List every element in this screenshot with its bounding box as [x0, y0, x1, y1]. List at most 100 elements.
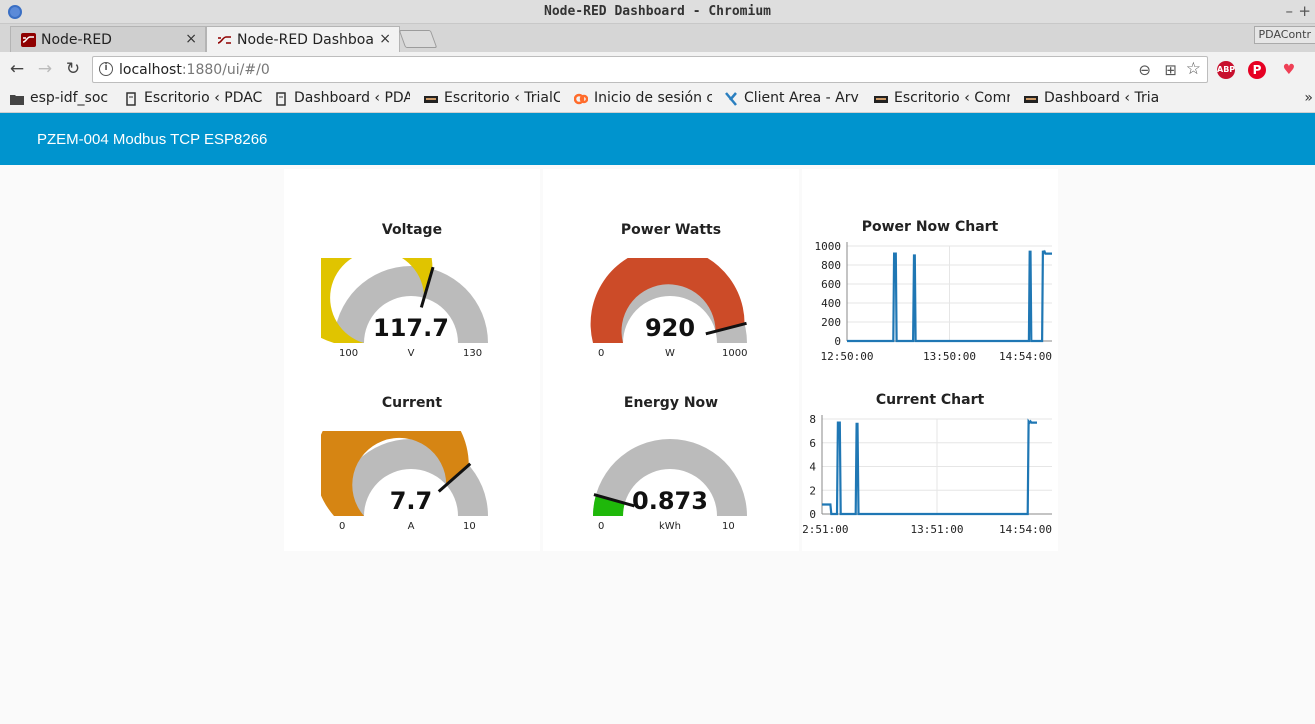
- y-tick-label: 0: [834, 335, 841, 348]
- tab-close-icon[interactable]: ×: [185, 31, 197, 47]
- site-logo-icon: [424, 96, 438, 103]
- gauge-unit: V: [407, 348, 415, 359]
- bookmark-item[interactable]: Inicio de sesión c: [572, 90, 712, 106]
- tab-node-red[interactable]: Node-RED ×: [10, 26, 206, 52]
- bookmarks-overflow-icon[interactable]: »: [1304, 90, 1313, 106]
- reload-button[interactable]: ↻: [65, 59, 81, 79]
- bookmark-item[interactable]: Client Area - Arvi: [722, 90, 860, 106]
- x-tick-label: 14:54:00: [999, 523, 1052, 536]
- x-tick-label: 13:50:00: [923, 350, 976, 363]
- gauge-needle: [419, 266, 435, 308]
- tab-close-icon[interactable]: ×: [379, 31, 391, 47]
- gauge-min-label: 0: [598, 521, 605, 532]
- chart-title: Current Chart: [875, 392, 985, 408]
- gauge-max-label: 130: [463, 348, 483, 359]
- bookmark-item[interactable]: Dashboard ‹ PDA: [272, 90, 410, 106]
- gauge-needle: [705, 321, 747, 336]
- bookmark-item[interactable]: Escritorio ‹ PDAC: [122, 90, 262, 106]
- gauge-title: Energy Now: [623, 395, 719, 411]
- gauge-value: 7.7: [389, 487, 433, 515]
- new-tab-button[interactable]: [398, 30, 438, 48]
- chart-title: Power Now Chart: [861, 219, 999, 235]
- site-logo-icon: [1024, 96, 1038, 103]
- gauge-max-label: 10: [463, 521, 476, 532]
- url-text[interactable]: localhost:1880/ui/#/0: [119, 62, 270, 78]
- zoom-icon[interactable]: ⊖: [1138, 61, 1151, 79]
- gauge-value: 117.7: [373, 314, 449, 342]
- tab-label: Node-RED Dashboa: [237, 32, 374, 48]
- arvixe-icon: [725, 92, 737, 106]
- bookmark-star-icon[interactable]: ☆: [1185, 59, 1201, 79]
- gauge-title: Current: [381, 395, 443, 411]
- pocket-icon[interactable]: ♥: [1280, 61, 1298, 79]
- dashboard-header: PZEM-004 Modbus TCP ESP8266: [0, 113, 1315, 165]
- gauge-min-label: 100: [339, 348, 359, 359]
- gauge-fill: [593, 495, 625, 516]
- gauge-fill: [321, 431, 469, 516]
- gauge-title: Voltage: [381, 222, 443, 238]
- x-tick-label: 12:51:00: [802, 523, 848, 536]
- gauge-arc: [593, 439, 747, 516]
- dashboard-title: PZEM-004 Modbus TCP ESP8266: [37, 131, 268, 148]
- site-logo-icon: [874, 96, 888, 103]
- gauge-unit: A: [407, 521, 415, 532]
- node-red-favicon-icon: [217, 36, 231, 44]
- bookmark-item[interactable]: Escritorio ‹ Comr: [872, 90, 1010, 106]
- translate-icon[interactable]: ⊞: [1164, 61, 1177, 79]
- address-bar[interactable]: i localhost:1880/ui/#/0 ⊖ ⊞ ☆: [92, 56, 1208, 83]
- gauge-fill: [590, 258, 745, 343]
- chart-card: [802, 169, 1058, 551]
- gauge-fill: [321, 258, 433, 343]
- window-title: Node-RED Dashboard - Chromium: [544, 4, 771, 19]
- y-tick-label: 2: [809, 484, 816, 497]
- line-chart: 0 200 400 600 800 1000 12:50:00 13:50:00 14:54:0…: [815, 240, 1052, 363]
- browser-toolbar: ← → ↻ i localhost:1880/ui/#/0 ⊖ ⊞ ☆ ABP …: [0, 52, 1315, 87]
- gauge-unit: kWh: [658, 521, 682, 532]
- gauge-min-label: 0: [598, 348, 605, 359]
- node-red-favicon-icon: [21, 33, 36, 47]
- gauge-title: Power Watts: [620, 222, 722, 238]
- gauge-value: 920: [644, 314, 696, 342]
- bookmark-item[interactable]: Escritorio ‹ TrialC: [422, 90, 560, 106]
- y-tick-label: 600: [821, 278, 841, 291]
- gauge-needle: [437, 462, 472, 493]
- y-tick-label: 800: [821, 259, 841, 272]
- bookmark-item[interactable]: esp-idf_soc: [8, 90, 116, 106]
- x-tick-label: 13:51:00: [911, 523, 964, 536]
- y-tick-label: 4: [809, 461, 816, 474]
- y-tick-label: 8: [809, 413, 816, 426]
- x-tick-label: 14:54:00: [999, 350, 1052, 363]
- gauge-track: [334, 266, 488, 343]
- gauge-arc: [321, 431, 488, 516]
- maximize-button[interactable]: +: [1298, 2, 1311, 20]
- back-button[interactable]: ←: [9, 59, 25, 79]
- y-tick-label: 400: [821, 297, 841, 310]
- x-tick-label: 12:50:00: [821, 350, 874, 363]
- line-chart: 0 2 4 6 8 12:51:00 13:51:00 14:54:00: [802, 413, 1052, 536]
- chart-series-line: [822, 418, 1037, 516]
- site-info-icon[interactable]: i: [99, 62, 113, 76]
- minimize-button[interactable]: –: [1285, 2, 1294, 20]
- wordpress-doc-icon: [126, 92, 136, 106]
- bookmarks-bar: esp-idf_soc Escritorio ‹ PDAC Dashboard …: [0, 87, 1315, 113]
- forward-button[interactable]: →: [37, 59, 53, 79]
- gauge-card-middle: [543, 169, 799, 551]
- adblock-plus-icon[interactable]: ABP: [1217, 61, 1235, 79]
- profile-button[interactable]: PDAContr: [1253, 26, 1315, 44]
- window-titlebar: Node-RED Dashboard - Chromium – +: [0, 0, 1315, 24]
- pinterest-icon[interactable]: P: [1248, 61, 1266, 79]
- bookmark-item[interactable]: Dashboard ‹ Tria: [1022, 90, 1158, 106]
- y-tick-label: 6: [809, 437, 816, 450]
- y-tick-label: 200: [821, 316, 841, 329]
- gauge-max-label: 1000: [722, 348, 748, 359]
- gauge-max-label: 10: [722, 521, 735, 532]
- y-tick-label: 1000: [815, 240, 842, 253]
- gauge-min-label: 0: [339, 521, 346, 532]
- y-tick-label: 0: [809, 508, 816, 521]
- gauge-arc: [590, 258, 747, 343]
- gauge-arc: [321, 258, 488, 343]
- tab-node-red-dashboard[interactable]: Node-RED Dashboa ×: [206, 26, 400, 52]
- tab-strip: Node-RED × Node-RED Dashboa × PDAContr: [0, 24, 1315, 52]
- tab-label: Node-RED: [41, 32, 112, 48]
- gauge-value: 0.873: [632, 487, 708, 515]
